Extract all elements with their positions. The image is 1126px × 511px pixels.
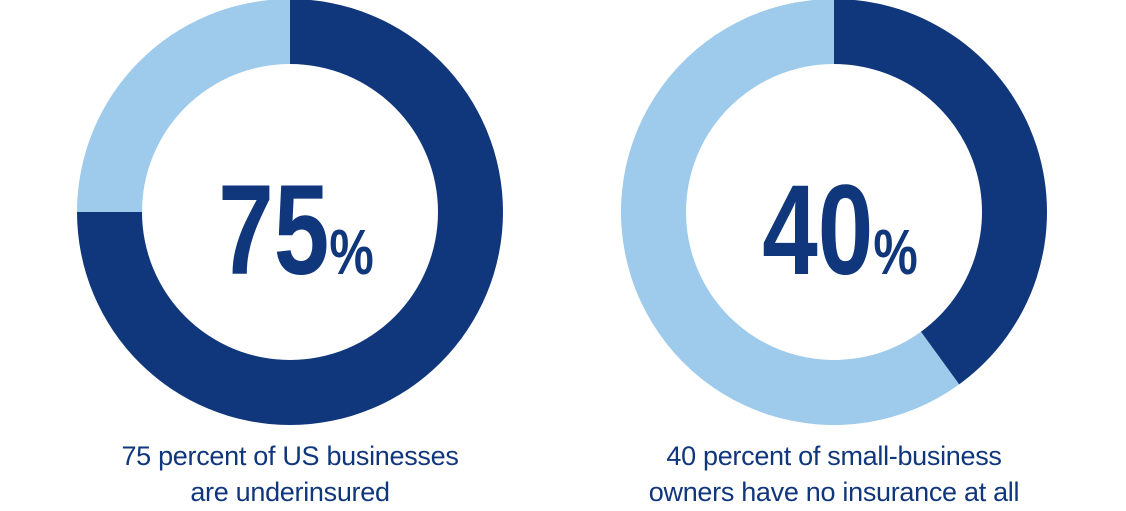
donut-2-caption-line-1: 40 percent of small-business — [666, 441, 1002, 471]
donut-1-remainder-slice — [77, 0, 290, 212]
donut-2-remainder-slice — [621, 0, 960, 425]
donut-chart-1: 75% — [77, 0, 503, 425]
donut-2-center-label: 40% — [762, 159, 917, 302]
donut-1-number: 75 — [218, 159, 329, 302]
donut-2-number: 40 — [762, 159, 873, 302]
donut-chart-2: 40% — [621, 0, 1047, 425]
donut-1-center-label: 75% — [218, 159, 373, 302]
donut-1-caption-line-1: 75 percent of US businesses — [121, 441, 459, 471]
donut-1-value-slice — [77, 0, 503, 425]
donut-1-percent-sign: % — [329, 217, 373, 288]
donut-2-caption: 40 percent of small-business owners have… — [614, 438, 1054, 510]
donut-2-percent-sign: % — [873, 217, 917, 288]
donut-1-caption-line-2: are underinsured — [190, 477, 390, 507]
donut-2-value-slice — [834, 0, 1047, 385]
donut-1-caption: 75 percent of US businesses are underins… — [85, 438, 495, 510]
donut-2-caption-line-2: owners have no insurance at all — [648, 477, 1020, 507]
